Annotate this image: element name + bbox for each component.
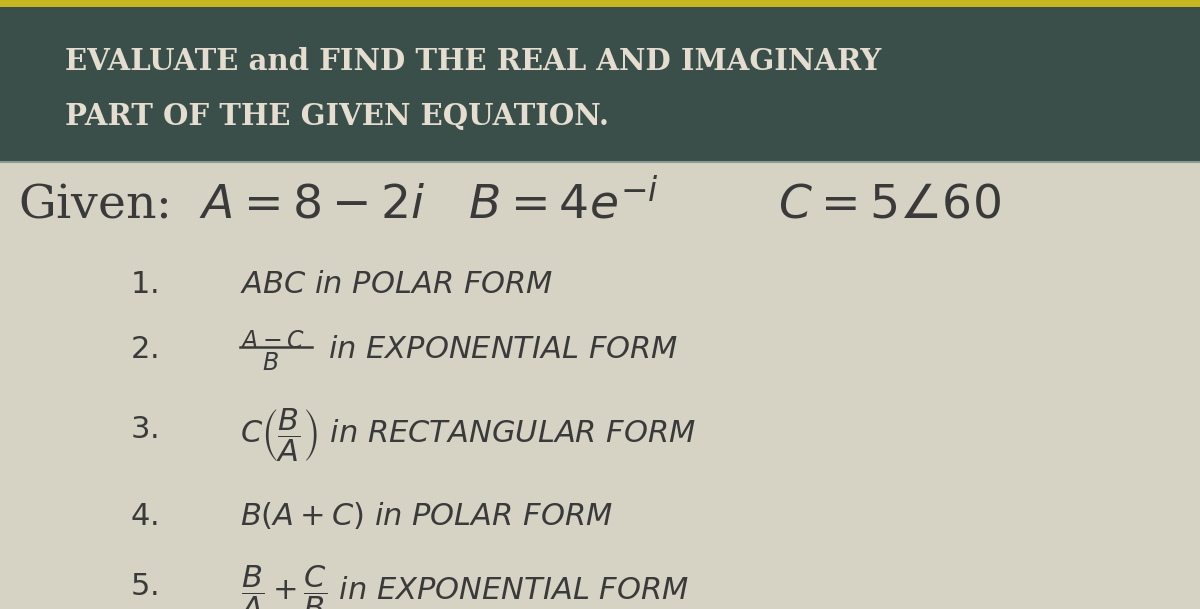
Text: $\mathit{3.}$: $\mathit{3.}$ [130, 414, 157, 445]
Text: $\mathit{1.}$: $\mathit{1.}$ [130, 269, 157, 300]
Text: $\mathit{B}(\mathit{A} + \mathit{C})$ $\mathit{in}$ $\mathit{POLAR}$ $\mathit{FO: $\mathit{B}(\mathit{A} + \mathit{C})$ $\… [240, 501, 613, 532]
FancyBboxPatch shape [0, 0, 1200, 7]
Text: $\mathit{in}$ $\mathit{EXPONENTIAL}$ $\mathit{FORM}$: $\mathit{in}$ $\mathit{EXPONENTIAL}$ $\m… [328, 334, 678, 365]
FancyBboxPatch shape [0, 7, 1200, 162]
Text: $\mathit{A}-\mathit{C}$: $\mathit{A}-\mathit{C}$ [240, 330, 305, 353]
Text: $\mathit{4.}$: $\mathit{4.}$ [130, 501, 157, 532]
Text: $\mathit{B}$: $\mathit{B}$ [262, 352, 278, 375]
Text: $\mathit{ABC}$ $\mathit{in}$ $\mathit{POLAR}$ $\mathit{FORM}$: $\mathit{ABC}$ $\mathit{in}$ $\mathit{PO… [240, 269, 553, 300]
Text: Given:  $\mathit{A} = 8 - 2\mathit{i}$   $\mathit{B} = 4\mathit{e}^{-\mathit{i}}: Given: $\mathit{A} = 8 - 2\mathit{i}$ $\… [18, 179, 1001, 228]
Text: $\dfrac{\mathit{B}}{\mathit{A}} + \dfrac{\mathit{C}}{\mathit{B}}$ $\mathit{in}$ : $\dfrac{\mathit{B}}{\mathit{A}} + \dfrac… [240, 563, 689, 609]
Text: $\mathit{2.}$: $\mathit{2.}$ [130, 334, 157, 365]
Text: EVALUATE and FIND THE REAL AND IMAGINARY: EVALUATE and FIND THE REAL AND IMAGINARY [65, 47, 881, 76]
Text: $\mathit{5.}$: $\mathit{5.}$ [130, 571, 157, 602]
Text: PART OF THE GIVEN EQUATION.: PART OF THE GIVEN EQUATION. [65, 102, 610, 131]
Text: $\mathit{C}\left(\dfrac{\mathit{B}}{\mathit{A}}\right)$ $\mathit{in}$ $\mathit{R: $\mathit{C}\left(\dfrac{\mathit{B}}{\mat… [240, 406, 696, 463]
